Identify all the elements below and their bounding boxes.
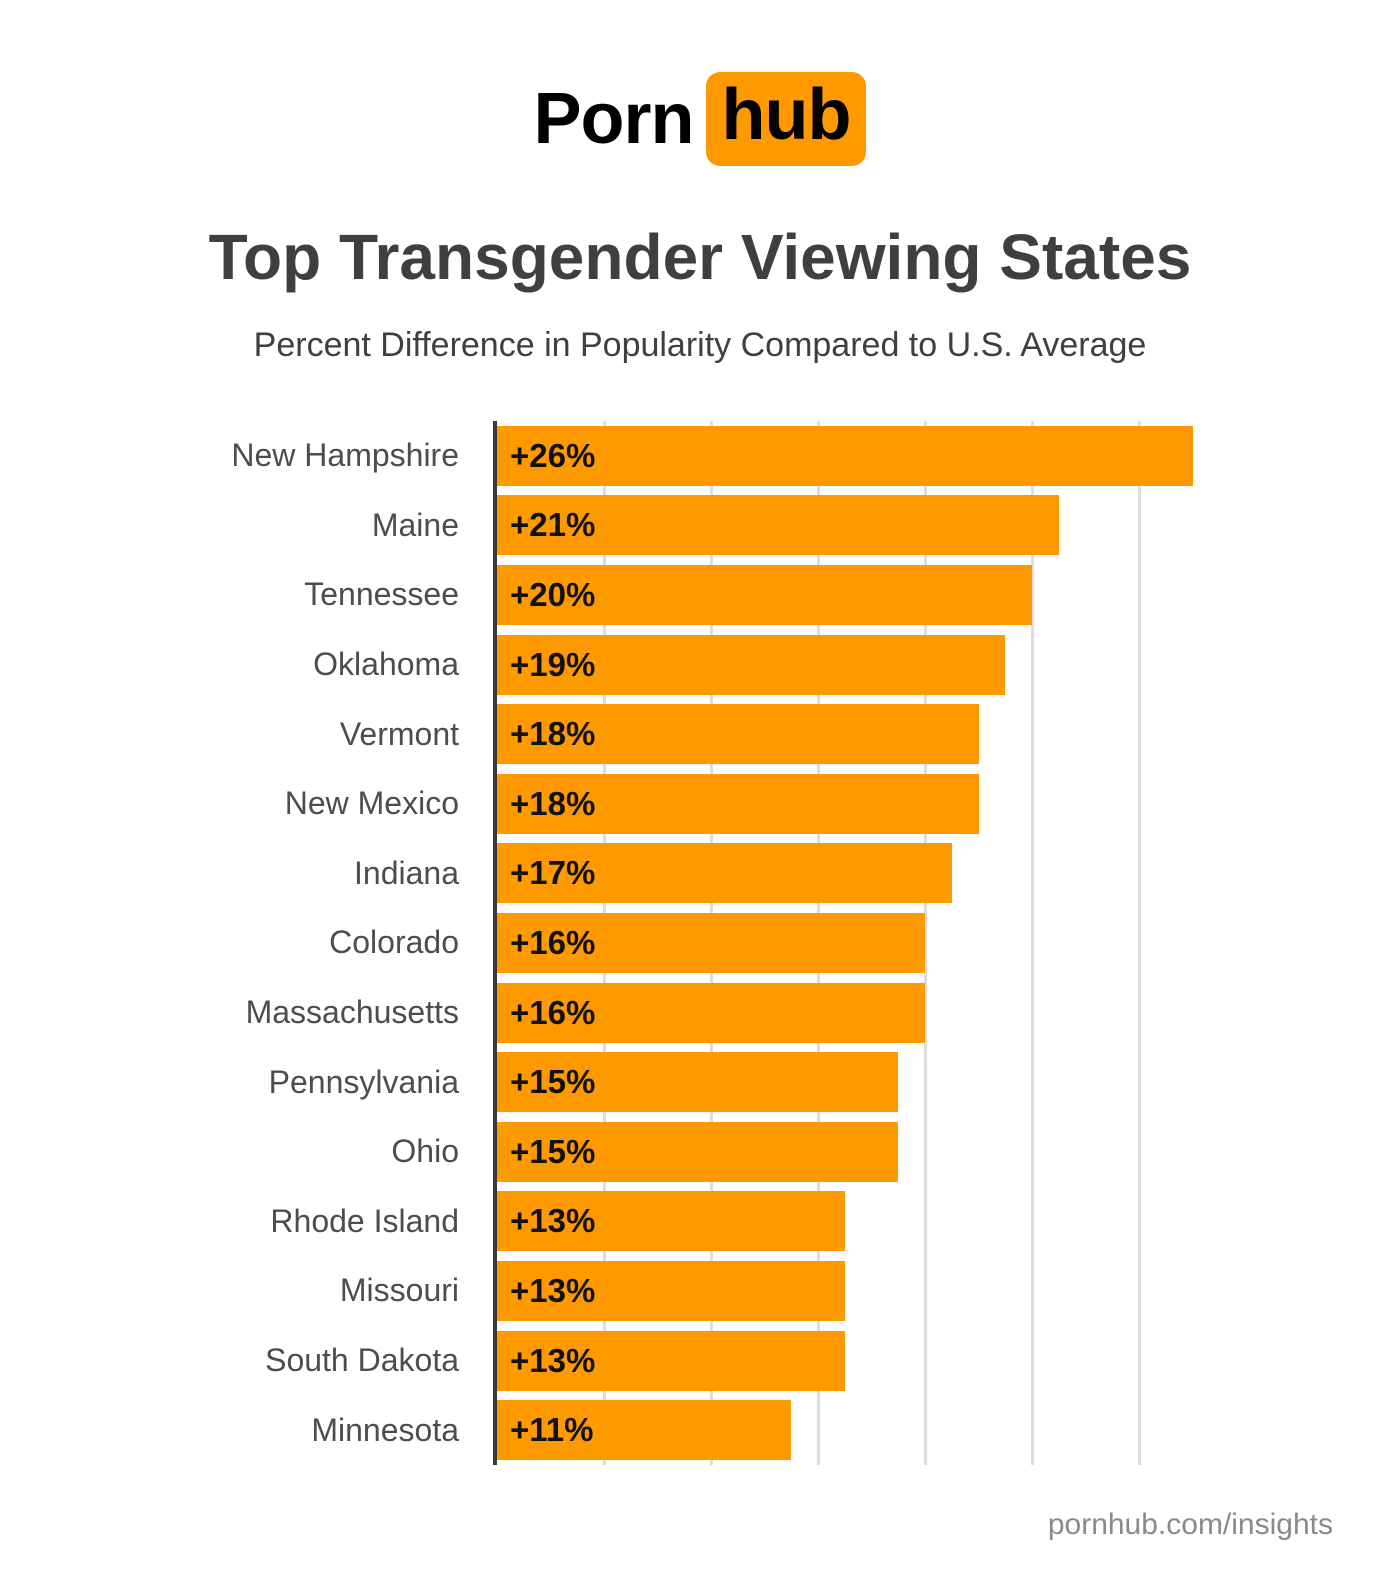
bar-track: +18% bbox=[481, 704, 1400, 765]
bar: +13% bbox=[497, 1330, 845, 1391]
state-label: Oklahoma bbox=[313, 646, 459, 683]
bar-track: +15% bbox=[481, 1052, 1400, 1113]
chart-row: Massachusetts +16% bbox=[0, 978, 1400, 1048]
bar-value-label: +18% bbox=[510, 784, 596, 822]
bar-track: +17% bbox=[481, 843, 1400, 904]
bar-value-label: +13% bbox=[510, 1341, 596, 1379]
state-label: Missouri bbox=[339, 1272, 459, 1309]
bar-track: +11% bbox=[481, 1400, 1400, 1461]
bar-track: +16% bbox=[481, 982, 1400, 1043]
y-axis-line bbox=[493, 421, 497, 1465]
bar-value-label: +16% bbox=[510, 923, 596, 961]
chart-row: Tennessee +20% bbox=[0, 560, 1400, 630]
bar-value-label: +16% bbox=[510, 993, 596, 1031]
state-label: Pennsylvania bbox=[268, 1063, 459, 1100]
bar-value-label: +20% bbox=[510, 575, 596, 613]
bar-track: +13% bbox=[481, 1330, 1400, 1391]
chart-row: Colorado +16% bbox=[0, 908, 1400, 978]
bar: +13% bbox=[497, 1260, 845, 1321]
bar-value-label: +17% bbox=[510, 854, 596, 892]
bar-track: +26% bbox=[481, 425, 1400, 486]
bar-track: +18% bbox=[481, 773, 1400, 834]
bar: +13% bbox=[497, 1191, 845, 1252]
bar: +16% bbox=[497, 982, 925, 1043]
bar: +15% bbox=[497, 1121, 899, 1182]
bar-value-label: +19% bbox=[510, 645, 596, 683]
chart-row: Ohio +15% bbox=[0, 1117, 1400, 1187]
bar-value-label: +21% bbox=[510, 506, 596, 544]
bar: +21% bbox=[497, 495, 1059, 556]
state-label: Indiana bbox=[354, 854, 459, 891]
bar-value-label: +26% bbox=[510, 436, 596, 474]
page-subtitle: Percent Difference in Popularity Compare… bbox=[253, 326, 1147, 364]
state-label: Minnesota bbox=[311, 1411, 459, 1448]
bar-value-label: +13% bbox=[510, 1271, 596, 1309]
chart-row: Vermont +18% bbox=[0, 699, 1400, 769]
logo-hub-box: hub bbox=[705, 72, 867, 166]
chart-row: Maine +21% bbox=[0, 491, 1400, 561]
bar-value-label: +11% bbox=[510, 1411, 594, 1449]
bar: +26% bbox=[497, 425, 1193, 486]
bar: +18% bbox=[497, 773, 979, 834]
state-label: New Hampshire bbox=[231, 437, 459, 474]
bar-track: +21% bbox=[481, 495, 1400, 556]
gridline bbox=[1138, 421, 1141, 1465]
chart-row: Indiana +17% bbox=[0, 839, 1400, 909]
chart-row: New Mexico +18% bbox=[0, 769, 1400, 839]
bar: +16% bbox=[497, 912, 925, 973]
logo-text-hub: hub bbox=[721, 75, 852, 155]
state-label: Massachusetts bbox=[245, 994, 459, 1031]
gridline bbox=[924, 421, 927, 1465]
bar: +11% bbox=[497, 1400, 792, 1461]
gridline bbox=[1031, 421, 1034, 1465]
bar: +19% bbox=[497, 634, 1006, 695]
state-label: Tennessee bbox=[304, 576, 459, 613]
page-title: Top Transgender Viewing States bbox=[208, 221, 1192, 293]
bar-value-label: +13% bbox=[510, 1202, 596, 1240]
bar-track: +13% bbox=[481, 1191, 1400, 1252]
bar: +18% bbox=[497, 704, 979, 765]
bar-value-label: +15% bbox=[510, 1063, 596, 1101]
state-label: South Dakota bbox=[265, 1342, 459, 1379]
state-label: Ohio bbox=[391, 1133, 459, 1170]
chart-row: Rhode Island +13% bbox=[0, 1187, 1400, 1257]
bar: +20% bbox=[497, 564, 1032, 625]
logo-text-porn: Porn bbox=[533, 79, 695, 159]
footer-link: pornhub.com/insights bbox=[1047, 1508, 1333, 1541]
state-label: New Mexico bbox=[284, 785, 459, 822]
bar-chart: New Hampshire +26% Maine +21% Tennessee +20% O… bbox=[0, 421, 1400, 1465]
chart-row: Oklahoma +19% bbox=[0, 630, 1400, 700]
bar-track: +16% bbox=[481, 912, 1400, 973]
chart-row: Missouri +13% bbox=[0, 1256, 1400, 1326]
pornhub-logo: Porn hub bbox=[0, 72, 1400, 166]
bar-track: +19% bbox=[481, 634, 1400, 695]
state-label: Vermont bbox=[339, 715, 459, 752]
chart-row: Pennsylvania +15% bbox=[0, 1047, 1400, 1117]
chart-row: New Hampshire +26% bbox=[0, 421, 1400, 491]
chart-rows: New Hampshire +26% Maine +21% Tennessee +20% O… bbox=[0, 421, 1400, 1465]
chart-row: South Dakota +13% bbox=[0, 1326, 1400, 1396]
bar-value-label: +15% bbox=[510, 1132, 596, 1170]
bar: +17% bbox=[497, 843, 952, 904]
bar-track: +13% bbox=[481, 1260, 1400, 1321]
bar-value-label: +18% bbox=[510, 715, 596, 753]
state-label: Maine bbox=[371, 506, 459, 543]
bar-track: +15% bbox=[481, 1121, 1400, 1182]
chart-row: Minnesota +11% bbox=[0, 1395, 1400, 1465]
state-label: Colorado bbox=[329, 924, 459, 961]
bar-track: +20% bbox=[481, 564, 1400, 625]
state-label: Rhode Island bbox=[270, 1202, 459, 1239]
bar: +15% bbox=[497, 1052, 899, 1113]
